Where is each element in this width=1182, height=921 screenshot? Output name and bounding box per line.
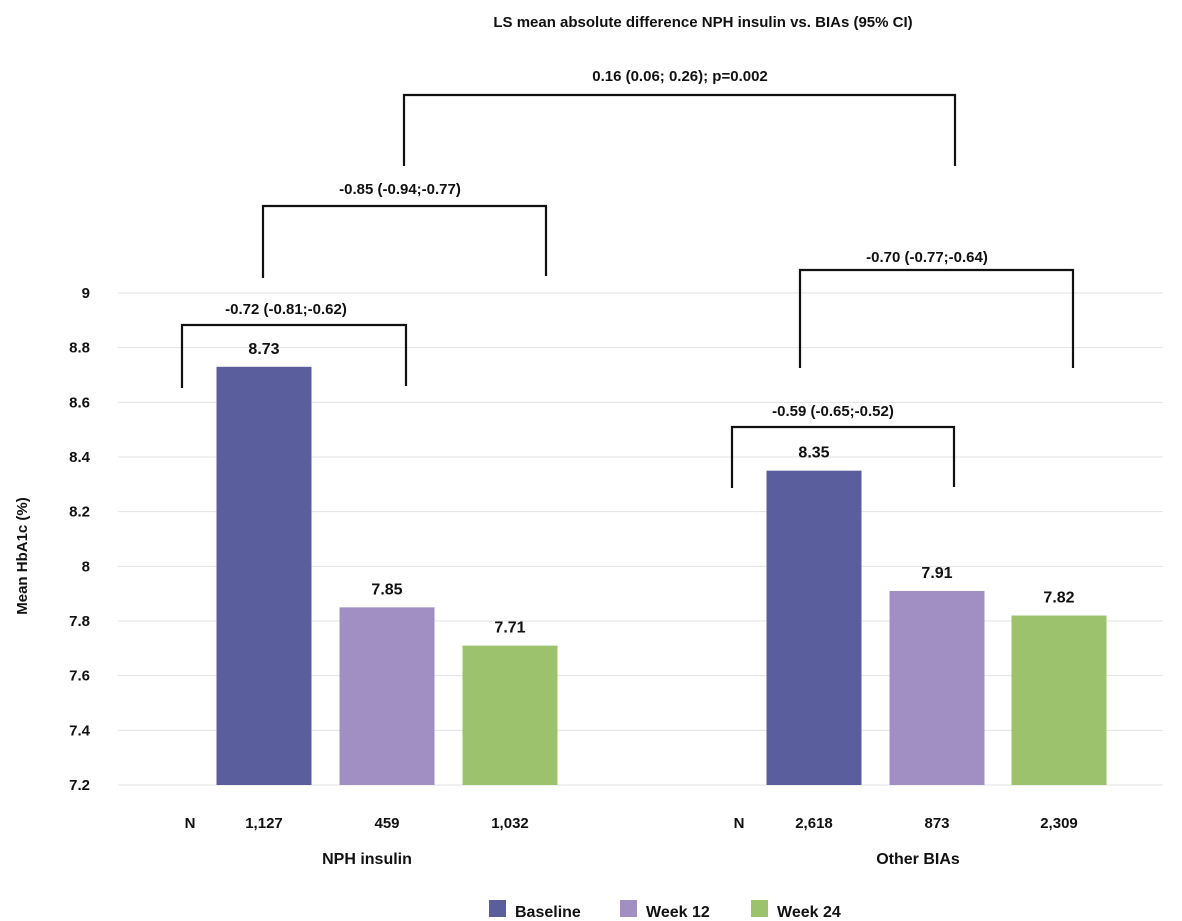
annotation-nph-week12: -0.72 (-0.81;-0.62)	[225, 301, 347, 318]
y-tick-label: 8.6	[69, 394, 90, 411]
bracket-nph-week24	[261, 204, 548, 278]
group-label: NPH insulin	[322, 851, 412, 868]
legend-swatch	[489, 900, 506, 917]
group-label: Other BIAs	[876, 851, 960, 868]
n-value: 459	[374, 815, 399, 832]
y-axis-label: Mean HbA1c (%)	[14, 497, 31, 615]
bar-week-12	[339, 607, 435, 785]
bracket-nph-week12	[180, 323, 408, 388]
y-tick-label: 9	[82, 285, 90, 302]
y-tick-label: 7.2	[69, 777, 90, 794]
bar-baseline	[766, 470, 862, 785]
bars	[216, 366, 1107, 785]
y-tick-label: 8.2	[69, 504, 90, 521]
legend-label: Week 12	[646, 904, 710, 921]
annotation-bias-week12: -0.59 (-0.65;-0.52)	[772, 403, 894, 420]
bracket-bias-week12	[730, 425, 956, 488]
y-tick-label: 8	[82, 558, 90, 575]
legend-label: Week 24	[777, 904, 841, 921]
y-tick-label: 7.4	[69, 722, 91, 739]
n-value: 2,309	[1040, 815, 1078, 832]
bar-value-label: 8.73	[248, 341, 279, 358]
chart-title: LS mean absolute difference NPH insulin …	[493, 14, 912, 31]
annotation-bias-week24: -0.70 (-0.77;-0.64)	[866, 249, 988, 266]
y-axis-ticks: 7.2 7.4 7.6 7.8 8 8.2 8.4 8.6 8.8 9	[69, 285, 91, 794]
n-value: 1,032	[491, 815, 529, 832]
n-value: 1,127	[245, 815, 283, 832]
bar-value-label: 7.91	[921, 565, 952, 582]
y-tick-label: 7.8	[69, 613, 90, 630]
bar-value-label: 7.85	[371, 581, 402, 598]
comparison-brackets: 0.16 (0.06; 0.26); p=0.002 -0.85 (-0.94;…	[180, 68, 1075, 488]
bar-week-12	[889, 590, 985, 785]
bar-value-label: 7.71	[494, 620, 525, 637]
legend: Baseline Week 12 Week 24	[489, 900, 841, 921]
n-label: N	[734, 815, 745, 832]
bar-week-24	[462, 645, 558, 785]
bracket-bias-week24	[798, 268, 1075, 368]
sample-sizes: 1,127 459 1,032 N NPH insulin 2,618 873 2,309 N O…	[185, 815, 1078, 868]
n-label: N	[185, 815, 196, 832]
legend-swatch	[620, 900, 637, 917]
bracket-between-groups	[402, 93, 957, 166]
y-tick-label: 8.8	[69, 340, 90, 357]
y-tick-label: 8.4	[69, 449, 91, 466]
annotation-between-groups: 0.16 (0.06; 0.26); p=0.002	[592, 68, 768, 85]
n-value: 2,618	[795, 815, 833, 832]
bar-week-24	[1011, 615, 1107, 785]
annotation-nph-week24: -0.85 (-0.94;-0.77)	[339, 181, 461, 198]
legend-label: Baseline	[515, 904, 581, 921]
legend-swatch	[751, 900, 768, 917]
data-labels: 8.73 7.85 7.71 8.35 7.91 7.82	[248, 341, 1074, 637]
bar-baseline	[216, 366, 312, 785]
bar-value-label: 7.82	[1043, 590, 1074, 607]
n-value: 873	[924, 815, 949, 832]
bar-value-label: 8.35	[798, 445, 829, 462]
y-tick-label: 7.6	[69, 668, 90, 685]
